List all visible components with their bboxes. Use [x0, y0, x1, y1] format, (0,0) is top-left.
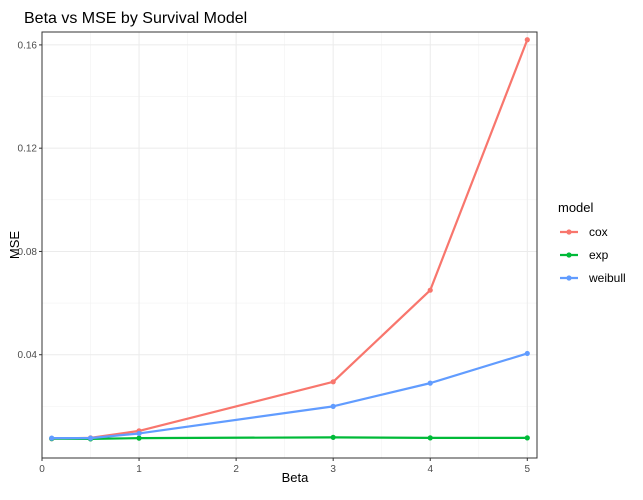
legend-item-exp: exp — [560, 248, 609, 262]
legend-key-point — [566, 275, 572, 281]
series-line-cox — [51, 39, 529, 440]
legend: model cox exp weibull — [558, 200, 626, 285]
x-axis-label: Beta — [282, 470, 310, 485]
series-cox — [49, 37, 530, 442]
x-tick-label: 1 — [136, 464, 142, 475]
data-point-weibull — [427, 380, 433, 386]
y-tick-label: 0.12 — [18, 144, 38, 155]
legend-label: weibull — [588, 271, 626, 285]
y-axis-label: MSE — [7, 231, 22, 260]
grid — [41, 32, 537, 458]
x-tick-label: 3 — [330, 464, 336, 475]
y-tick-label: 0.04 — [18, 350, 38, 361]
y-tick-label: 0.16 — [18, 40, 38, 51]
data-point-exp — [427, 435, 433, 441]
x-tick-label: 0 — [39, 464, 45, 475]
data-point-exp — [524, 435, 530, 441]
legend-title: model — [558, 200, 594, 215]
data-point-weibull — [87, 435, 94, 441]
plot-panel-border — [41, 31, 538, 459]
legend-label: cox — [589, 225, 608, 239]
x-tick-label: 4 — [427, 464, 433, 475]
data-point-weibull — [524, 350, 530, 357]
x-axis: 0 1 2 3 4 5 — [39, 458, 531, 475]
y-tick-label: 0.08 — [18, 247, 38, 258]
legend-item-weibull: weibull — [560, 271, 626, 285]
x-tick-label: 5 — [525, 464, 531, 475]
data-point-weibull — [49, 435, 55, 441]
data-point-cox — [427, 287, 433, 293]
series-weibull — [49, 350, 530, 441]
series-line-weibull — [51, 352, 528, 440]
data-point-cox — [524, 37, 530, 43]
data-point-weibull — [136, 430, 142, 437]
legend-key-point — [566, 252, 572, 258]
data-point-cox — [330, 379, 336, 385]
series-layer — [49, 37, 530, 442]
data-point-exp — [136, 435, 142, 441]
series-line-exp — [51, 436, 528, 440]
legend-item-cox: cox — [560, 225, 608, 239]
legend-label: exp — [589, 248, 609, 262]
data-point-weibull — [330, 403, 336, 409]
chart-title: Beta vs MSE by Survival Model — [24, 10, 247, 27]
y-axis: 0.04 0.08 0.12 0.16 — [18, 40, 42, 361]
legend-key-point — [566, 229, 572, 235]
x-tick-label: 2 — [233, 464, 239, 475]
data-point-exp — [330, 434, 336, 440]
